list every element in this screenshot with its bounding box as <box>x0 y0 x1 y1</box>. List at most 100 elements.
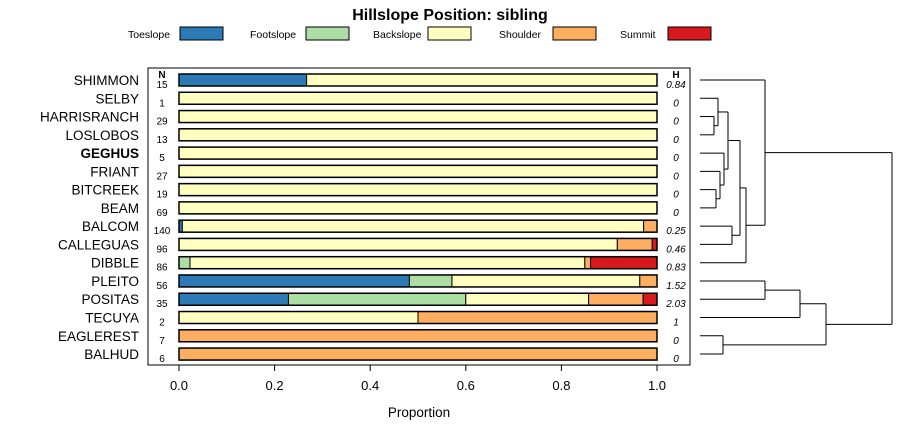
x-tick-label: 0.8 <box>552 378 570 393</box>
chart-title: Hillslope Position: sibling <box>352 7 548 24</box>
row-h-value: 1 <box>673 318 679 329</box>
row-n-value: 29 <box>156 117 168 128</box>
bar-segment-backslope <box>451 274 641 288</box>
bar-segment-shoulder <box>639 274 658 288</box>
row-label: EAGLEREST <box>58 329 139 344</box>
bar-segment-backslope <box>306 73 658 87</box>
bar-segment-shoulder <box>584 256 592 270</box>
row-label: POSITAS <box>81 292 139 307</box>
row-n-value: 27 <box>156 171 168 182</box>
row-h-value: 0 <box>673 153 679 164</box>
row-h-value: 0 <box>673 190 679 201</box>
row-h-value: 0.46 <box>666 244 686 255</box>
row-harrisranch: HARRISRANCH 29 0 <box>40 110 679 128</box>
bar-segment-shoulder <box>417 311 658 325</box>
row-n-value: 2 <box>159 318 165 329</box>
bar-segment-backslope <box>181 219 645 233</box>
row-label: BITCREEK <box>71 183 139 198</box>
legend-swatch-footslope <box>305 26 350 41</box>
bar-outline <box>178 329 658 343</box>
row-label: LOSLOBOS <box>65 128 139 143</box>
row-dibble: DIBBLE 86 0.83 <box>91 256 686 274</box>
row-h-value: 0 <box>673 117 679 128</box>
bar-segment-toeslope <box>178 274 410 288</box>
bar-segment-backslope <box>178 311 419 325</box>
bar-segment-backslope <box>465 292 590 306</box>
row-shimmon: SHIMMON 15 0.84 <box>74 73 686 91</box>
row-eaglerest: EAGLEREST 7 0 <box>58 329 679 347</box>
legend-label-footslope: Footslope <box>250 29 296 41</box>
bar-segment-summit <box>642 292 658 306</box>
bar-outline <box>178 310 658 325</box>
row-h-value: 0 <box>673 336 679 347</box>
row-label: CALLEGUAS <box>58 237 139 252</box>
bar-segment-backslope <box>178 183 658 197</box>
legend-label-toeslope: Toeslope <box>128 29 170 41</box>
row-loslobos: LOSLOBOS 13 0 <box>65 128 679 146</box>
bar-segment-shoulder <box>643 219 658 233</box>
legend-label-summit: Summit <box>620 29 656 41</box>
bar-outline <box>178 219 658 233</box>
x-axis: 0.0 0.2 0.4 0.6 0.8 1.0 <box>170 365 666 393</box>
bar-segment-backslope <box>178 237 618 251</box>
bar-outline <box>178 109 658 124</box>
x-axis-title: Proportion <box>388 405 450 420</box>
bar-segment-shoulder <box>588 292 644 306</box>
row-geghus: GEGHUS 5 0 <box>80 146 679 164</box>
row-h-value: 0 <box>673 98 679 109</box>
x-tick-label: 0.2 <box>266 378 284 393</box>
row-h-value: 1.52 <box>666 281 686 292</box>
row-label: SELBY <box>95 91 139 106</box>
row-n-value: 56 <box>156 281 168 292</box>
row-friant: FRIANT 27 0 <box>90 164 679 182</box>
row-n-value: 96 <box>156 244 168 255</box>
row-h-value: 0.84 <box>666 80 686 91</box>
row-label: PLEITO <box>91 274 139 289</box>
bar-segment-backslope <box>178 91 658 105</box>
x-tick-label: 0.4 <box>361 378 379 393</box>
row-calleguas: CALLEGUAS 96 0.46 <box>58 237 686 255</box>
bar-segment-backslope <box>178 164 658 178</box>
bar-outline <box>178 237 658 252</box>
row-h-value: 0.25 <box>666 226 686 237</box>
row-h-value: 0 <box>673 135 679 146</box>
legend: Toeslope Footslope Backslope Shoulder Summit <box>128 26 712 41</box>
row-n-value: 13 <box>156 135 168 146</box>
bar-segment-toeslope <box>178 73 308 87</box>
row-label: SHIMMON <box>74 73 139 88</box>
row-n-value: 7 <box>159 336 165 347</box>
bar-segment-backslope <box>189 256 586 270</box>
bar-segment-shoulder <box>616 237 653 251</box>
bar-segment-shoulder <box>178 347 658 361</box>
bar-segment-footslope <box>178 256 191 270</box>
row-n-value: 6 <box>159 354 165 365</box>
row-label: BEAM <box>101 201 139 216</box>
row-selby: SELBY 1 0 <box>95 91 679 109</box>
row-label: GEGHUS <box>80 146 139 161</box>
row-h-value: 0 <box>673 208 679 219</box>
row-h-value: 0 <box>673 171 679 182</box>
legend-label-shoulder: Shoulder <box>499 29 542 41</box>
bar-outline <box>178 182 658 197</box>
bar-outline <box>178 73 658 87</box>
legend-label-backslope: Backslope <box>373 29 422 41</box>
row-label: DIBBLE <box>91 256 139 271</box>
row-pleito: PLEITO 56 1.52 <box>91 274 686 292</box>
row-balhud: BALHUD 6 0 <box>84 347 679 365</box>
row-label: HARRISRANCH <box>40 110 139 125</box>
bar-outline <box>178 164 658 179</box>
x-tick-label: 1.0 <box>648 378 666 393</box>
bar-segment-summit <box>590 256 658 270</box>
row-h-value: 2.03 <box>665 299 686 310</box>
row-beam: BEAM 69 0 <box>101 201 679 219</box>
row-n-value: 1 <box>159 98 165 109</box>
x-tick-label: 0.6 <box>457 378 475 393</box>
row-n-value: 69 <box>156 208 168 219</box>
bar-outline <box>178 91 658 106</box>
row-n-value: 15 <box>156 80 168 91</box>
row-positas: POSITAS 35 2.03 <box>81 292 686 310</box>
x-tick-label: 0.0 <box>170 378 188 393</box>
row-h-value: 0 <box>673 354 679 365</box>
